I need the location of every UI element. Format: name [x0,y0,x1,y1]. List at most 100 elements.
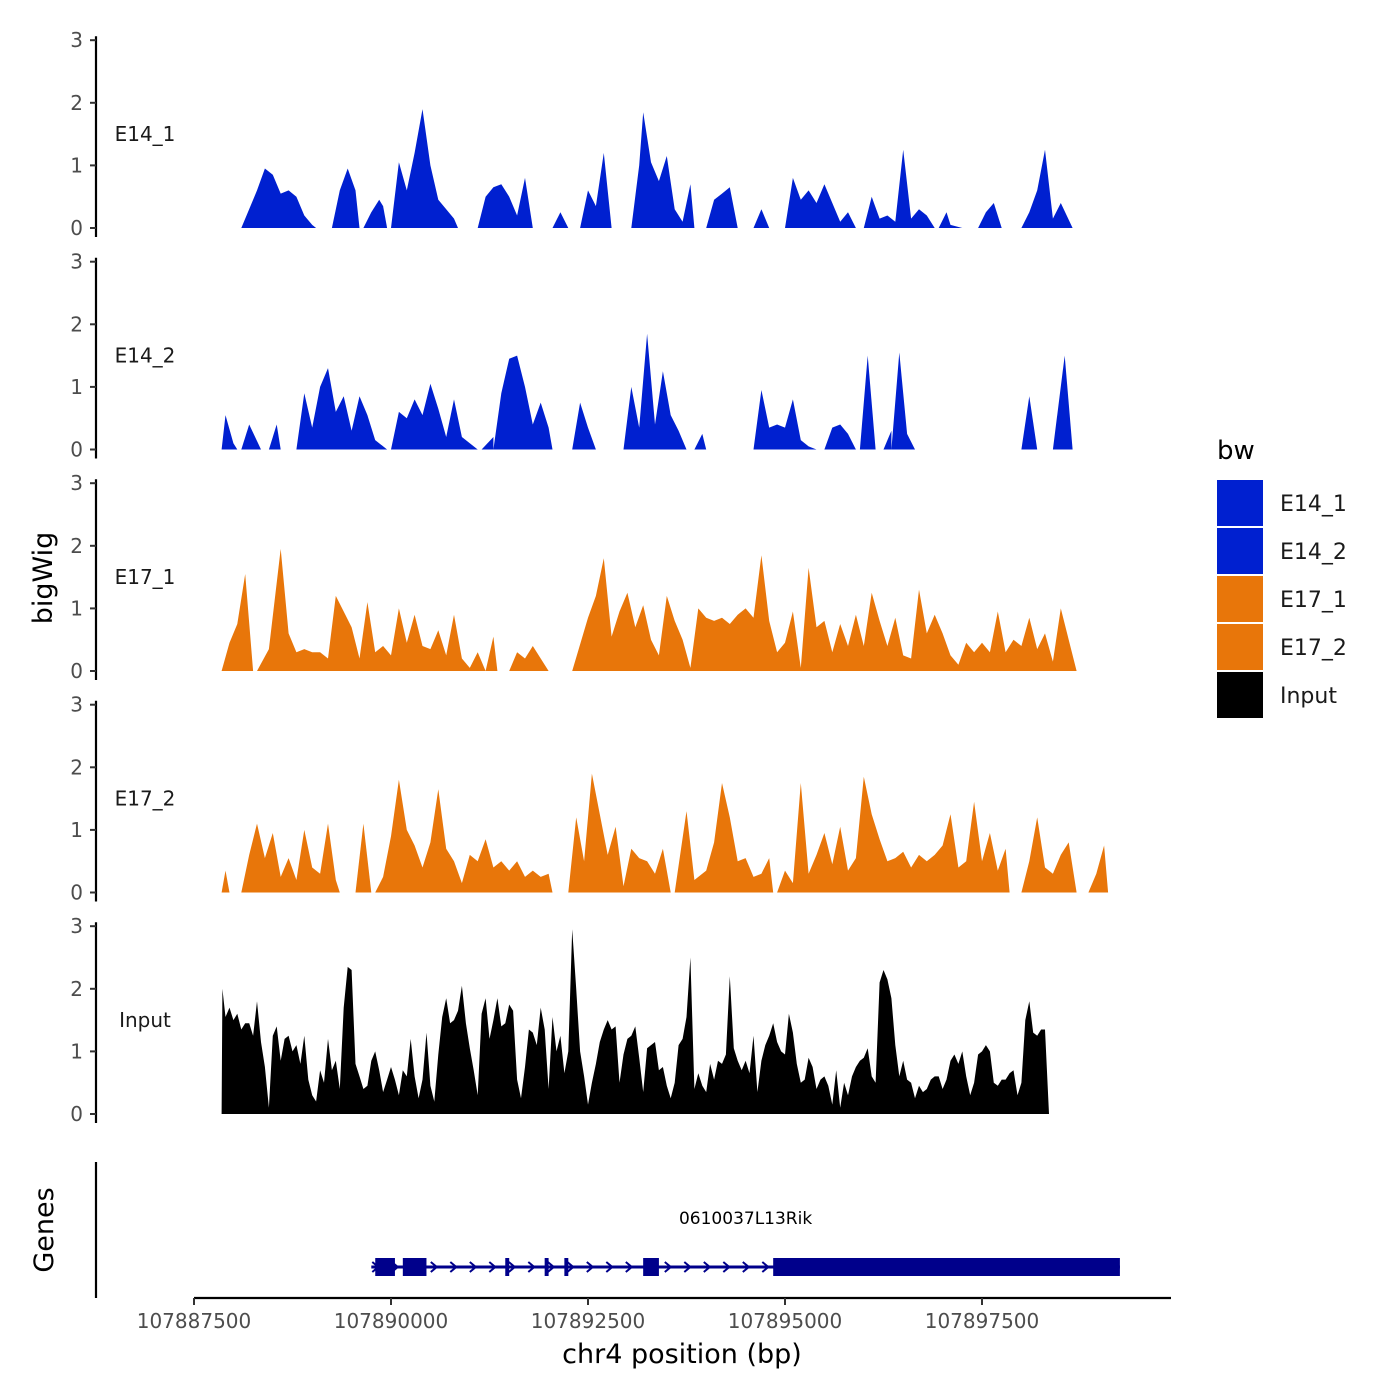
gene-panel: Genes 0610037L13Rik [29,1162,1120,1298]
track-E17_2: 0 1 2 3 E17_2 [70,693,1109,905]
track-label: E17_1 [115,565,176,589]
coverage-area [572,555,785,671]
coverage-area [221,574,254,671]
coverage-area [785,177,856,228]
y-tick-label: 0 [70,216,83,240]
y-tick-label: 2 [70,977,83,1001]
coverage-area [268,424,281,450]
gene-exon [402,1258,427,1276]
legend-swatch [1217,480,1263,526]
coverage-area [674,783,774,893]
track-label: E14_1 [115,122,176,146]
y-tick-label: 2 [70,312,83,336]
x-axis: 107887500 107890000 107892500 107895000 1078… [137,1296,1171,1370]
coverage-area [568,773,671,893]
coverage-area [331,168,360,228]
gene-panel-title: Genes [29,1187,60,1272]
y-axis-title: bigWig [28,532,59,625]
coverage-area [257,548,391,671]
y-tick-label: 0 [70,659,83,683]
strand-chevron [469,1261,478,1273]
coverage-area [580,152,612,228]
coverage-area [485,636,498,671]
coverage-area [241,823,340,893]
strand-chevron [508,1261,517,1273]
coverage-area [241,424,261,450]
x-tick-label: 107890000 [334,1309,449,1333]
coverage-area [375,779,553,893]
strand-chevron [488,1261,497,1273]
y-tick-label: 1 [70,1039,83,1063]
track-label: Input [119,1008,171,1032]
track-E14_2: 0 1 2 3 E14_2 [70,250,1073,462]
coverage-area [477,177,533,228]
coverage-area [391,608,486,671]
legend-label: E14_2 [1280,540,1347,565]
legend-label: E17_2 [1280,636,1347,661]
y-tick-label: 2 [70,91,83,115]
strand-chevron [527,1261,536,1273]
y-tick-label: 3 [70,471,83,495]
x-axis-ticks: 107887500 107890000 107892500 107895000 1078… [137,1298,1039,1333]
gene-exon [375,1258,395,1276]
y-tick-label: 3 [70,914,83,938]
coverage-area [552,212,569,228]
coverage-area [1088,845,1109,893]
y-tick-label: 1 [70,153,83,177]
x-tick-label: 107892500 [531,1309,646,1333]
coverage-area [785,567,1077,671]
legend-items: E14_1 E14_2 E17_1 E17_2 Input [1217,480,1347,718]
coverage-area [221,870,230,893]
coverage-area [296,368,388,450]
coverage-area [891,352,915,450]
coverage-area [572,402,596,450]
coverage-area [221,929,1050,1114]
y-tick-label: 3 [70,693,83,717]
x-tick-label: 107887500 [137,1309,252,1333]
y-tick-label: 1 [70,596,83,620]
legend-label: Input [1280,684,1337,709]
legend: bw E14_1 E14_2 E17_1 E17_2 Input [1217,436,1347,718]
y-tick-label: 2 [70,755,83,779]
strand-chevron [703,1261,712,1273]
coverage-area [623,333,687,450]
gene-exon [773,1258,1120,1276]
coverage-area [493,355,553,450]
legend-swatch [1217,624,1263,670]
strand-chevron [605,1261,614,1273]
y-tick-label: 3 [70,250,83,274]
strand-chevron [586,1261,595,1273]
strand-chevron [449,1261,458,1273]
track-E14_1: 0 1 2 3 E14_1 [70,28,1073,240]
gene-exon [505,1258,510,1276]
track-label: E17_2 [115,787,176,811]
strand-chevron [664,1261,673,1273]
x-axis-title: chr4 position (bp) [562,1339,802,1370]
coverage-area [883,430,892,450]
coverage-area [1021,396,1038,450]
coverage-area [221,415,238,450]
gene-exon [643,1258,659,1276]
coverage-area [859,355,876,450]
strand-chevron [761,1261,770,1273]
coverage-area [753,390,817,450]
coverage-area [1021,817,1077,893]
legend-label: E14_1 [1280,492,1347,517]
coverage-area [777,776,1010,893]
strand-chevron [566,1261,575,1273]
strand-chevron [722,1261,731,1273]
coverage-area [938,212,963,228]
coverage-area [631,112,695,228]
coverage-area [978,203,1002,228]
coverage-area [481,437,494,450]
coverage-area [706,187,738,228]
coverage-area [391,383,478,450]
track-E17_1: 0 1 2 3 E17_1 [70,471,1077,683]
y-tick-label: 2 [70,534,83,558]
strand-chevron [683,1261,692,1273]
coverage-area [694,433,707,450]
coverage-area [824,424,856,450]
coverage-area [391,109,458,228]
legend-swatch [1217,576,1263,622]
